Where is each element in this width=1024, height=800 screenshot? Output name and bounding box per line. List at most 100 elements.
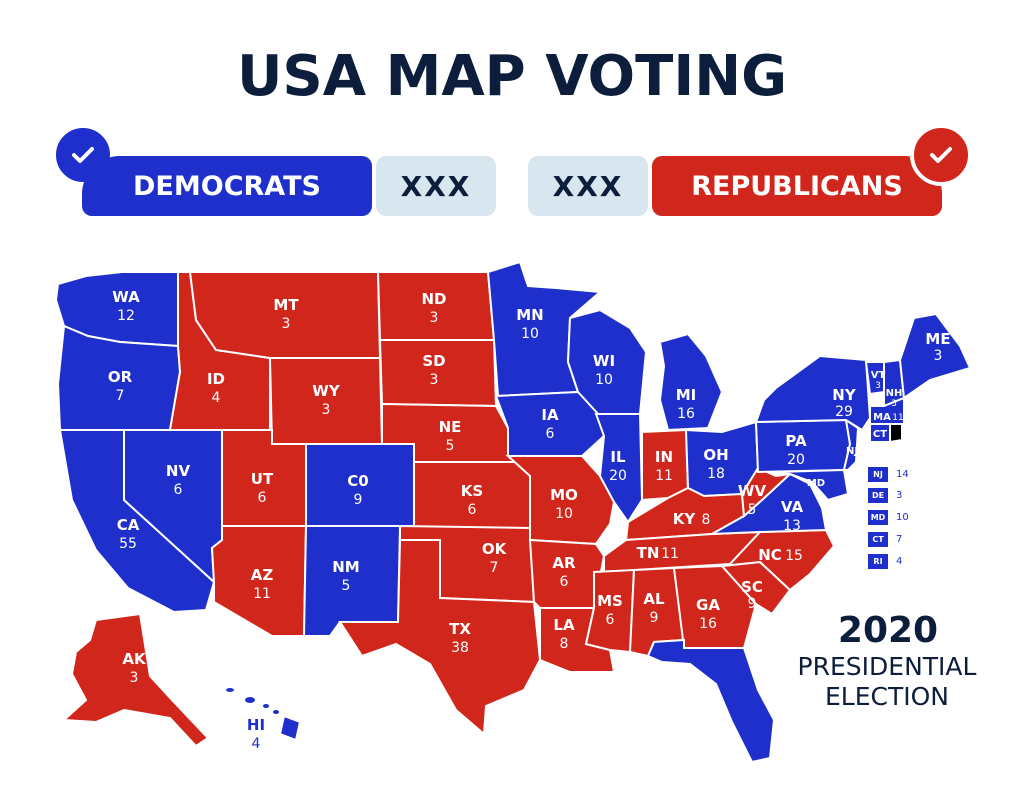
label-mt-votes: 3	[282, 316, 291, 332]
label-id-votes: 4	[212, 390, 221, 406]
state-ma[interactable]	[869, 396, 905, 425]
label-id-abbr: ID	[207, 370, 225, 388]
page-title: USA MAP VOTING	[236, 44, 788, 109]
legend-votes: 7	[896, 534, 903, 545]
state-wy[interactable]	[268, 357, 384, 445]
label-or-abbr: OR	[108, 368, 133, 386]
legend-abbr: CT	[868, 532, 888, 547]
democrats-count: XXX	[376, 156, 496, 216]
state-hi[interactable]	[224, 686, 302, 742]
label-ok-votes: 7	[490, 560, 499, 576]
democrats-label: DEMOCRATS	[82, 156, 372, 216]
label-sc-votes: 9	[748, 596, 757, 612]
label-ct-abbr: CT	[873, 429, 887, 440]
label-md-abbr: MD	[807, 478, 825, 489]
label-wv-abbr: WV	[738, 482, 767, 500]
label-nc-abbr: NC	[758, 546, 782, 564]
label-or-votes: 7	[116, 388, 125, 404]
label-wa-votes: 12	[117, 308, 135, 324]
hawaii-label: HI 4	[247, 716, 265, 752]
legend-abbr: RI	[868, 554, 888, 569]
label-nm-abbr: NM	[332, 558, 359, 576]
label-al-votes: 9	[650, 610, 659, 626]
label-wi-abbr: WI	[593, 352, 615, 370]
label-nc-votes: 15	[785, 548, 803, 564]
label-ks-votes: 6	[468, 502, 477, 518]
label-il-abbr: IL	[610, 448, 626, 466]
label-nv-abbr: NV	[166, 462, 191, 480]
state-mo[interactable]	[505, 455, 616, 546]
legend-row: NJ 14	[868, 467, 909, 482]
state-tx[interactable]	[338, 539, 542, 737]
label-la-abbr: LA	[553, 616, 575, 634]
legend-abbr: DE	[868, 488, 888, 503]
label-wa-abbr: WA	[112, 288, 140, 306]
label-mo-votes: 10	[555, 506, 573, 522]
label-hi-votes: 4	[252, 736, 261, 752]
label-in-abbr: IN	[655, 448, 673, 466]
label-ky-votes: 8	[702, 512, 711, 528]
label-me-votes: 3	[934, 348, 943, 364]
label-ut-abbr: UT	[251, 470, 274, 488]
election-subtitle-line2: ELECTION	[825, 682, 949, 711]
republicans-count: XXX	[528, 156, 648, 216]
republicans-label: REPUBLICANS	[652, 156, 942, 216]
label-va-votes: 13	[783, 518, 801, 534]
state-ak[interactable]	[61, 612, 210, 748]
label-pa-votes: 20	[787, 452, 805, 468]
label-co-votes: 9	[354, 492, 363, 508]
label-nd-votes: 3	[430, 310, 439, 326]
state-fl[interactable]	[646, 638, 776, 764]
label-me-abbr: ME	[925, 330, 950, 348]
label-nj-abbr: NJ	[846, 446, 858, 457]
state-labels: WA 12 OR 7 CA 55 NV 6 ID 4 MT 3 WY 3 UT …	[108, 288, 951, 728]
election-year: 2020	[837, 610, 939, 651]
legend-row: MD 10	[868, 510, 909, 525]
label-ms-votes: 6	[606, 612, 615, 628]
label-al-abbr: AL	[643, 590, 665, 608]
state-mt[interactable]	[188, 271, 382, 359]
legend-votes: 4	[896, 556, 903, 567]
label-tx-votes: 38	[451, 640, 469, 656]
label-nd-abbr: ND	[421, 290, 446, 308]
label-co-abbr: C0	[347, 472, 368, 490]
legend-votes: 3	[896, 490, 903, 501]
label-sc-abbr: SC	[741, 578, 763, 596]
state-ny[interactable]	[754, 354, 872, 432]
legend-row: CT 7	[868, 532, 902, 547]
label-ma-votes: 11	[892, 413, 903, 423]
label-ak-votes: 3	[130, 670, 139, 686]
label-ok-abbr: OK	[482, 540, 508, 558]
state-mi[interactable]	[658, 332, 724, 432]
label-pa-abbr: PA	[785, 432, 807, 450]
label-ar-votes: 6	[560, 574, 569, 590]
label-ks-abbr: KS	[461, 482, 483, 500]
label-va-abbr: VA	[781, 498, 804, 516]
label-ia-abbr: IA	[541, 406, 559, 424]
label-oh-abbr: OH	[703, 446, 728, 464]
label-ut-votes: 6	[258, 490, 267, 506]
label-ak-abbr: AK	[122, 650, 147, 668]
label-nv-votes: 6	[174, 482, 183, 498]
label-ma-abbr: MA	[873, 412, 891, 423]
label-az-votes: 11	[253, 586, 271, 602]
state-ri[interactable]	[889, 423, 903, 444]
label-tn-votes: 11	[661, 546, 679, 562]
label-hi-abbr: HI	[247, 716, 265, 734]
label-az-abbr: AZ	[251, 566, 274, 584]
label-vt-votes: 3	[875, 381, 881, 391]
label-fl-votes: 29	[705, 712, 723, 728]
label-oh-votes: 18	[707, 466, 725, 482]
state-il[interactable]	[594, 413, 644, 524]
label-vt-abbr: VT	[871, 370, 886, 381]
legend-votes: 14	[896, 469, 909, 480]
label-wy-votes: 3	[322, 402, 331, 418]
state-ms[interactable]	[584, 568, 636, 654]
label-wy-abbr: WY	[312, 382, 341, 400]
state-me[interactable]	[898, 312, 972, 400]
legend-abbr: MD	[868, 510, 888, 525]
state-nm[interactable]	[302, 525, 402, 637]
label-sd-votes: 3	[430, 372, 439, 388]
state-ga[interactable]	[672, 564, 758, 649]
